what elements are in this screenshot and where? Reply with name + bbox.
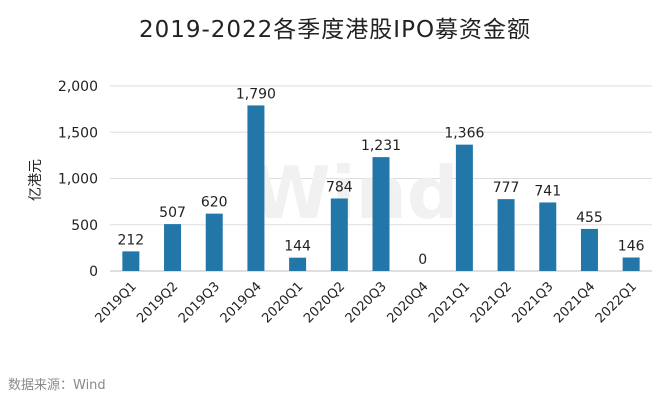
bar <box>205 213 223 271</box>
x-tick-label: 2021Q1 <box>426 279 473 326</box>
data-label: 212 <box>117 232 144 248</box>
x-tick-label: 2022Q1 <box>593 279 640 326</box>
bar <box>455 144 473 271</box>
y-tick-label: 2,000 <box>58 79 98 95</box>
data-label: 1,366 <box>444 126 484 142</box>
x-tick-label: 2021Q2 <box>468 279 515 326</box>
data-label: 455 <box>576 210 603 226</box>
data-label: 741 <box>534 183 561 199</box>
data-label: 1,790 <box>236 86 276 102</box>
bars <box>122 105 640 271</box>
y-tick-label: 1,000 <box>58 172 98 188</box>
bar <box>372 157 390 271</box>
data-label: 507 <box>159 205 186 221</box>
x-tick-label: 2019Q1 <box>93 279 140 326</box>
bar <box>580 228 598 271</box>
x-tick-label: 2019Q4 <box>218 279 265 326</box>
y-axis-ticks: 0 500 1,000 1,500 2,000 <box>58 79 98 280</box>
bar <box>164 224 182 271</box>
x-tick-label: 2020Q4 <box>384 279 431 326</box>
x-tick-label: 2020Q3 <box>343 279 390 326</box>
x-tick-label: 2019Q2 <box>134 279 181 326</box>
x-tick-label: 2019Q3 <box>176 279 223 326</box>
bar <box>289 257 307 271</box>
y-tick-label: 0 <box>89 264 98 280</box>
y-axis-label: 亿港元 <box>28 159 44 201</box>
data-label: 620 <box>201 195 228 211</box>
bar <box>622 257 640 271</box>
bar <box>539 202 557 271</box>
x-tick-label: 2020Q1 <box>259 279 306 326</box>
bar <box>247 105 265 271</box>
chart-title: 2019-2022各季度港股IPO募资金额 <box>138 17 532 43</box>
watermark: Wind <box>252 151 459 235</box>
bar <box>122 251 140 271</box>
bar <box>330 198 348 271</box>
x-tick-label: 2021Q4 <box>551 279 598 326</box>
x-tick-label: 2021Q3 <box>510 279 557 326</box>
y-tick-label: 1,500 <box>58 125 98 141</box>
data-labels: 212 507 620 1,790 144 784 1,231 0 1,366 777 741 455… <box>117 86 644 268</box>
source-note: 数据来源：Wind <box>8 378 106 393</box>
x-tick-label: 2020Q2 <box>301 279 348 326</box>
data-label: 0 <box>418 252 427 268</box>
bar <box>497 199 515 271</box>
data-label: 777 <box>493 180 520 196</box>
x-axis-ticks: 2019Q12019Q22019Q32019Q42020Q12020Q22020… <box>93 279 640 326</box>
data-label: 146 <box>618 238 645 254</box>
y-tick-label: 500 <box>71 218 98 234</box>
data-label: 784 <box>326 179 353 195</box>
data-label: 1,231 <box>361 138 401 154</box>
data-label: 144 <box>284 239 311 255</box>
